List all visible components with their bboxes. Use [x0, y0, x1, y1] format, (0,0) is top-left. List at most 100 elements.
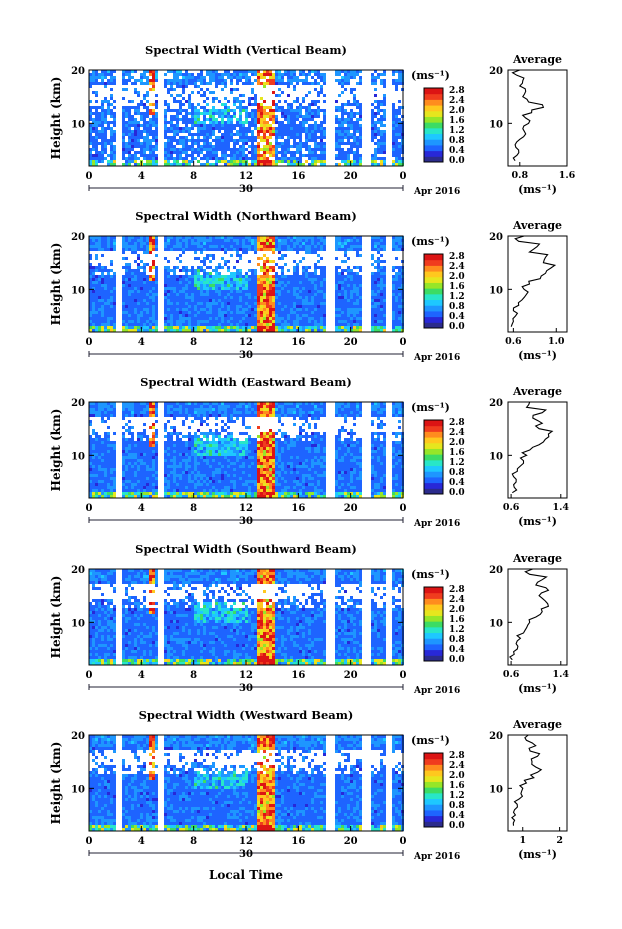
colorbar-tick-label: 0.4: [449, 645, 465, 655]
avg-xlabel: (ms⁻¹): [518, 848, 557, 861]
colorbar-tick-label: 2.4: [449, 96, 465, 106]
panel-2: Height (km): [49, 401, 568, 523]
colorbar-swatch: [424, 420, 443, 427]
colorbar-swatch: [424, 809, 443, 817]
avg-frame: [507, 235, 568, 333]
colorbar-tick-label: 1.2: [449, 791, 465, 801]
x-tick-label: 8: [190, 503, 197, 514]
colorbar-swatch: [424, 271, 443, 278]
avg-y-tick-label: 10: [489, 618, 503, 629]
colorbar-swatch: [424, 632, 443, 639]
heatmap-cells: [89, 236, 404, 332]
y-tick-label: 10: [71, 451, 85, 462]
y-tick-label: 20: [71, 731, 85, 742]
avg-line: [511, 69, 545, 162]
avg-title: Average: [512, 53, 562, 66]
panel-3: Height (km): [49, 568, 568, 690]
x-tick-label: 8: [190, 670, 197, 681]
x-tick-label: 0: [400, 503, 407, 514]
average-profile: [507, 568, 568, 666]
colorbar-tick-label: 2.0: [449, 771, 465, 781]
avg-x-tick-label: 1.0: [548, 336, 565, 347]
panel-4: Height (km): [49, 734, 568, 856]
x-tick-label: 0: [86, 670, 93, 681]
avg-y-tick-label: 20: [489, 565, 503, 576]
y-tick-label: 20: [71, 66, 85, 77]
colorbar-swatch: [424, 99, 443, 106]
x-tick-label: 8: [190, 337, 197, 348]
colorbar-tick-label: 2.4: [449, 428, 465, 438]
x-tick-label: 16: [291, 171, 305, 182]
x-tick-label: 12: [239, 836, 253, 847]
avg-x-tick-label: 1.6: [559, 170, 576, 181]
colorbar-tick-label: 1.6: [449, 116, 465, 126]
colorbar-swatch: [424, 592, 443, 599]
colorbar-swatch: [424, 598, 443, 605]
avg-frame: [507, 734, 568, 832]
x-tick-label: 0: [86, 337, 93, 348]
y-axis-label: Height (km): [49, 243, 63, 326]
date-day: 30: [239, 516, 253, 527]
x-tick-label: 20: [344, 836, 358, 847]
colorbar-tick-label: 1.6: [449, 781, 465, 791]
x-tick-label: 4: [138, 171, 145, 182]
colorbar-unit: (ms⁻¹): [411, 734, 450, 747]
date-day: 30: [239, 683, 253, 694]
average-profile: [507, 401, 568, 499]
average-profile: [507, 734, 568, 832]
y-tick-label: 20: [71, 398, 85, 409]
x-tick-label: 20: [344, 670, 358, 681]
panel-title: Spectral Width (Southward Beam): [135, 542, 357, 556]
x-tick-label: 20: [344, 337, 358, 348]
date-month: Apr 2016: [413, 353, 460, 363]
y-axis-label: Height (km): [49, 742, 63, 825]
colorbar-swatch: [424, 448, 443, 455]
avg-xlabel: (ms⁻¹): [518, 183, 557, 196]
average-profile: [507, 235, 568, 333]
x-tick-label: 20: [344, 503, 358, 514]
colorbar-swatch: [424, 322, 443, 329]
panel-title: Spectral Width (Vertical Beam): [145, 43, 347, 57]
heatmap-cells: [89, 735, 404, 831]
colorbar-unit: (ms⁻¹): [411, 568, 450, 581]
avg-x-tick-label: 0.8: [512, 170, 529, 181]
colorbar-tick-label: 2.0: [449, 605, 465, 615]
avg-y-tick-label: 10: [489, 784, 503, 795]
y-tick-label: 10: [71, 618, 85, 629]
colorbar-swatch: [424, 110, 443, 117]
x-tick-label: 12: [239, 337, 253, 348]
colorbar-tick-label: 2.4: [449, 595, 465, 605]
colorbar-swatch: [424, 775, 443, 782]
colorbar-swatch: [424, 482, 443, 489]
colorbar-tick-label: 2.8: [449, 751, 465, 761]
x-tick-label: 0: [86, 836, 93, 847]
panel-title: Spectral Width (Westward Beam): [139, 708, 354, 722]
colorbar-unit: (ms⁻¹): [411, 401, 450, 414]
avg-line: [511, 734, 543, 826]
x-tick-label: 12: [239, 171, 253, 182]
colorbar-tick-label: 2.8: [449, 252, 465, 262]
colorbar-tick-label: 0.0: [449, 821, 465, 831]
avg-frame: [507, 568, 568, 666]
colorbar-frame: [423, 419, 444, 495]
avg-xlabel: (ms⁻¹): [518, 515, 557, 528]
colorbar-swatch: [424, 316, 443, 323]
x-tick-label: 4: [138, 337, 145, 348]
colorbar-tick-label: 2.8: [449, 86, 465, 96]
colorbar-swatch: [424, 815, 443, 822]
colorbar-swatch: [424, 133, 443, 140]
colorbar-swatch: [424, 615, 443, 622]
colorbar-tick-label: 2.0: [449, 272, 465, 282]
y-tick-label: 20: [71, 565, 85, 576]
colorbar-swatch: [424, 310, 443, 318]
colorbar-frame: [423, 752, 444, 828]
colorbar-swatch: [424, 425, 443, 432]
colorbar-tick-label: 0.4: [449, 312, 465, 322]
colorbar-swatch: [424, 150, 443, 157]
colorbar-swatch: [424, 643, 443, 651]
avg-x-tick-label: 0.6: [503, 502, 520, 513]
x-tick-label: 20: [344, 171, 358, 182]
avg-line: [509, 568, 550, 661]
colorbar-tick-label: 2.0: [449, 438, 465, 448]
x-tick-label: 12: [239, 503, 253, 514]
